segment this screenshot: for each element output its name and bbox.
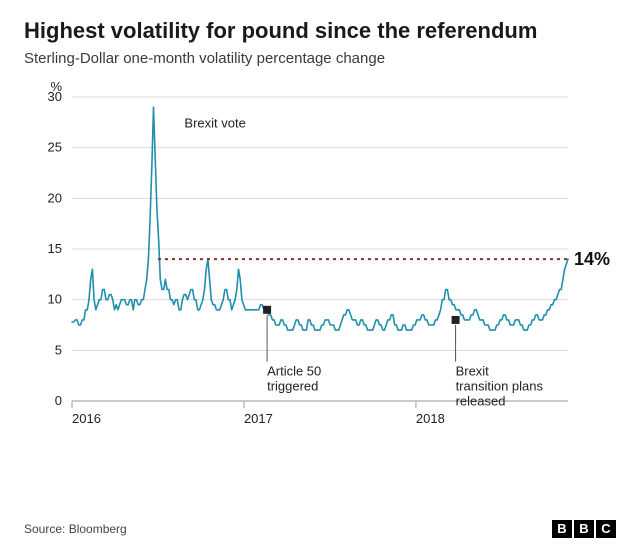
bbc-logo: B B C [552,520,616,538]
y-tick-label: 5 [55,342,62,357]
chart-footer: Source: Bloomberg B B C [24,512,616,538]
volatility-series [72,107,568,330]
bbc-block-b2: B [574,520,594,538]
y-tick-label: 15 [48,241,62,256]
x-tick-label: 2018 [416,411,445,426]
x-tick-label: 2017 [244,411,273,426]
annotation-label: Brexit vote [184,115,245,130]
chart-container: Highest volatility for pound since the r… [0,0,640,550]
x-tick-label: 2016 [72,411,101,426]
y-tick-label: 0 [55,393,62,408]
chart-subtitle: Sterling-Dollar one-month volatility per… [24,50,616,67]
reference-label: 14% [574,249,610,269]
annotation-label: triggered [267,379,318,394]
bbc-block-b1: B [552,520,572,538]
annotation-label: Article 50 [267,364,321,379]
volatility-line-chart: 051015202530%20162017201814%Brexit voteA… [24,75,616,485]
source-label: Source: Bloomberg [24,522,127,536]
annotation-marker [263,306,271,314]
chart-title: Highest volatility for pound since the r… [24,18,616,44]
chart-area: 051015202530%20162017201814%Brexit voteA… [24,75,616,512]
annotation-label: released [456,394,506,409]
y-unit-label: % [50,79,62,94]
annotation-label: transition plans [456,379,544,394]
y-tick-label: 25 [48,140,62,155]
y-tick-label: 10 [48,292,62,307]
y-tick-label: 20 [48,190,62,205]
annotation-label: Brexit [456,364,490,379]
annotation-marker [452,316,460,324]
bbc-block-c: C [596,520,616,538]
